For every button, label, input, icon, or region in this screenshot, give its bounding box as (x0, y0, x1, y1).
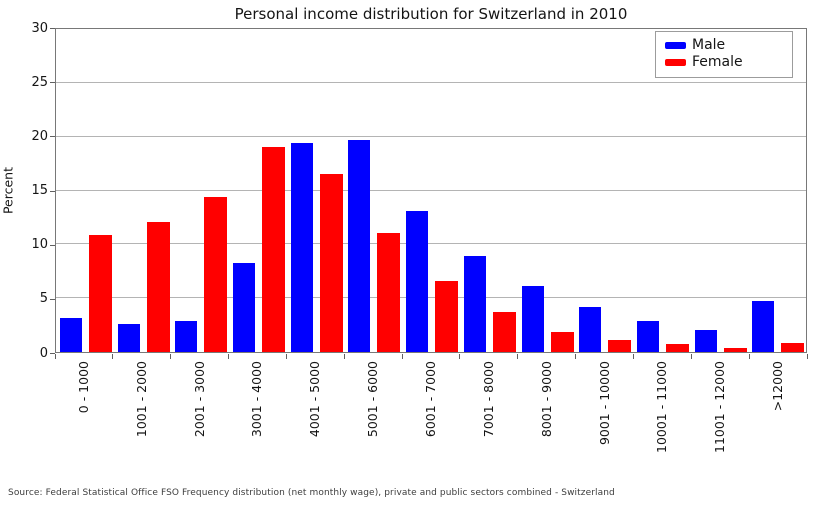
xtick-mark-9 (575, 354, 577, 359)
xtick-mark-1 (112, 354, 114, 359)
gridline-25 (56, 81, 806, 83)
legend-rows: Male Female (665, 37, 784, 71)
ytick-label-30: 30 (31, 20, 48, 36)
xtick-label-0-1000: 0 - 1000 (75, 361, 91, 414)
bar-male-5001-6000 (348, 139, 371, 352)
gridline-5 (56, 297, 806, 299)
xtick-mark-0 (54, 354, 56, 359)
bar-male-10001-11000 (636, 320, 659, 352)
bar-male-12000 (752, 301, 775, 352)
legend-swatch-female (665, 59, 686, 66)
ytick-label-0: 0 (39, 345, 48, 361)
ytick-mark-25 (50, 82, 55, 84)
bar-group-3001-4000 (229, 29, 287, 352)
bar-female-0-1000 (89, 234, 112, 352)
bar-male-6001-7000 (406, 210, 429, 352)
bar-male-1001-2000 (117, 324, 140, 352)
xtick-label-2001-3000: 2001 - 3000 (191, 361, 207, 438)
chart-title: Personal income distribution for Switzer… (234, 5, 628, 23)
xtick-mark-5 (343, 354, 345, 359)
bar-group-0-1000 (56, 29, 114, 352)
xtick-mark-12 (748, 354, 750, 359)
legend-label-male: Male (692, 37, 726, 53)
ytick-label-10: 10 (31, 237, 48, 253)
ytick-label-5: 5 (39, 291, 48, 307)
bar-group-6001-7000 (402, 29, 460, 352)
bar-female-7001-8000 (492, 312, 516, 352)
bar-group-1001-2000 (114, 29, 172, 352)
gridline-20 (56, 135, 806, 137)
xtick-mark-6 (401, 354, 403, 359)
xtick-mark-2 (170, 354, 172, 359)
bar-male-7001-8000 (463, 256, 486, 352)
bar-group-8001-9000 (518, 29, 576, 352)
bar-female-4001-5000 (319, 174, 343, 352)
xtick-label-11001-12000: 11001 - 12000 (712, 361, 728, 453)
bar-female-11001-12000 (723, 347, 747, 352)
bar-group-7001-8000 (460, 29, 518, 352)
xtick-label-1001-2000: 1001 - 2000 (133, 361, 149, 438)
bar-female-9001-10000 (608, 340, 632, 352)
bar-female-5001-6000 (377, 232, 401, 352)
ytick-mark-5 (50, 298, 55, 300)
legend-label-female: Female (692, 54, 743, 70)
bar-female-12000 (781, 343, 805, 352)
ytick-mark-20 (50, 136, 55, 138)
bar-male-0-1000 (60, 317, 82, 352)
bar-male-11001-12000 (694, 330, 717, 352)
xtick-mark-10 (632, 354, 634, 359)
bar-male-4001-5000 (290, 143, 313, 352)
bar-female-2001-3000 (204, 196, 228, 352)
ytick-label-15: 15 (31, 183, 48, 198)
xtick-label-6001-7000: 6001 - 7000 (423, 361, 438, 438)
xtick-label-9001-10000: 9001 - 10000 (596, 361, 612, 446)
ytick-mark-10 (50, 244, 55, 246)
bar-group-10001-11000 (633, 29, 691, 352)
bar-group-5001-6000 (344, 29, 402, 352)
xtick-label-12000: >12000 (770, 361, 786, 412)
bar-male-3001-4000 (233, 262, 256, 352)
xtick-mark-3 (228, 354, 230, 359)
xtick-mark-13 (806, 354, 808, 359)
bar-male-8001-9000 (521, 286, 544, 352)
ytick-mark-30 (50, 28, 55, 29)
gridline-15 (56, 189, 806, 191)
y-axis-label: Percent (0, 166, 16, 215)
bar-female-1001-2000 (146, 221, 170, 352)
bar-group-11001-12000 (691, 29, 749, 352)
ytick-label-25: 25 (31, 74, 48, 90)
bar-group-4001-5000 (287, 29, 345, 352)
legend: Male Female (655, 31, 793, 78)
bar-group-9001-10000 (575, 29, 633, 352)
xtick-label-5001-6000: 5001 - 6000 (365, 361, 381, 438)
bar-female-8001-9000 (550, 331, 574, 352)
bar-group-2001-3000 (171, 29, 229, 352)
xtick-label-7001-8000: 7001 - 8000 (480, 361, 496, 438)
bar-group-12000 (748, 29, 806, 352)
bar-female-6001-7000 (435, 280, 459, 352)
bar-male-9001-10000 (579, 306, 602, 352)
xtick-mark-7 (459, 354, 461, 359)
xtick-mark-8 (517, 354, 519, 359)
bar-female-3001-4000 (262, 147, 286, 352)
ytick-mark-0 (50, 353, 55, 354)
legend-row-female: Female (665, 54, 784, 71)
bar-male-2001-3000 (175, 320, 198, 352)
bar-female-10001-11000 (665, 344, 689, 352)
xtick-label-8001-9000: 8001 - 9000 (538, 361, 554, 438)
legend-row-male: Male (665, 37, 784, 54)
xtick-mark-4 (285, 354, 287, 359)
xtick-label-4001-5000: 4001 - 5000 (307, 361, 323, 438)
plot-area (55, 28, 807, 353)
legend-swatch-male (665, 42, 686, 49)
xtick-label-10001-11000: 10001 - 11000 (654, 361, 670, 453)
xtick-mark-11 (690, 354, 692, 359)
source-note: Source: Federal Statistical Office FSO F… (8, 488, 615, 498)
ytick-mark-15 (50, 190, 55, 192)
gridline-10 (56, 243, 806, 245)
ytick-label-20: 20 (31, 128, 48, 144)
xtick-label-3001-4000: 3001 - 4000 (249, 361, 265, 438)
